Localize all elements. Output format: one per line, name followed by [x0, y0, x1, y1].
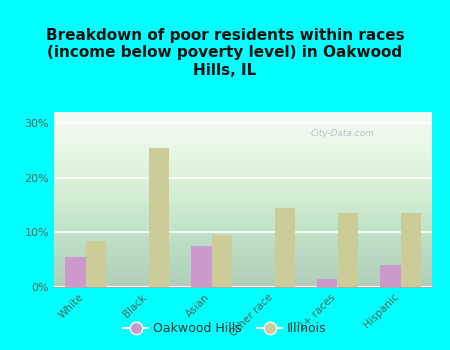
Bar [338, 213, 358, 287]
Legend: Oakwood Hills, Illinois: Oakwood Hills, Illinois [118, 317, 332, 340]
Bar [148, 148, 169, 287]
Bar [212, 235, 232, 287]
Bar [65, 257, 86, 287]
Text: Breakdown of poor residents within races
(income below poverty level) in Oakwood: Breakdown of poor residents within races… [46, 28, 404, 78]
Bar [274, 208, 295, 287]
Bar [380, 265, 400, 287]
Bar [317, 279, 338, 287]
Bar [191, 246, 212, 287]
Bar [400, 213, 421, 287]
Bar [86, 240, 106, 287]
Text: City-Data.com: City-Data.com [311, 128, 375, 138]
